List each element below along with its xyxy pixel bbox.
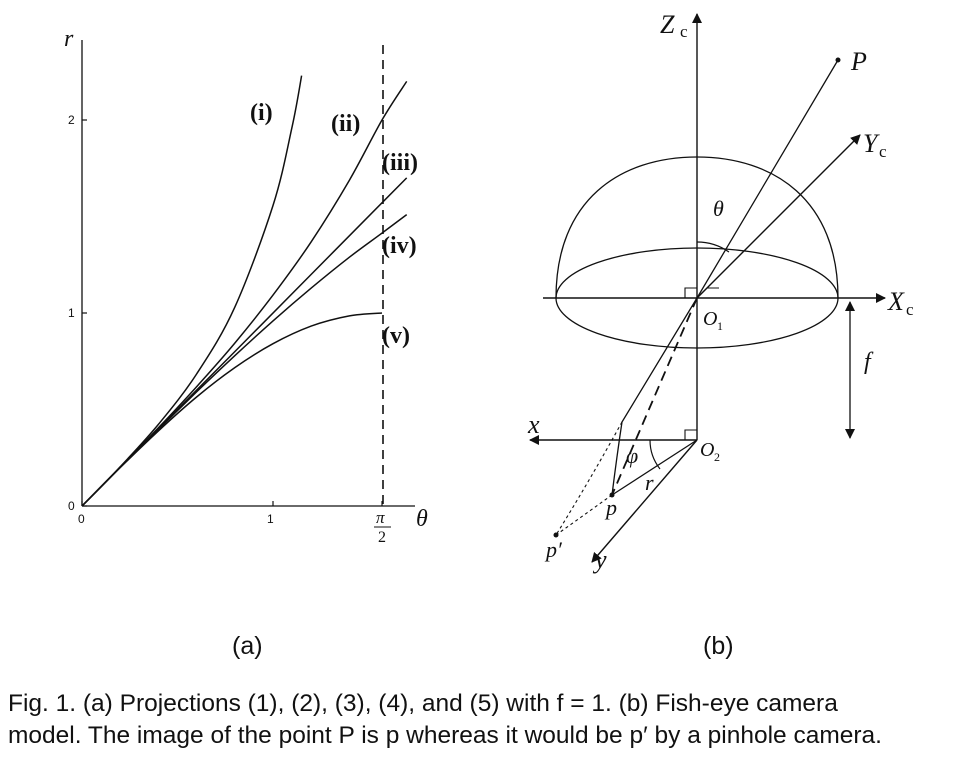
- focal-length-label: f: [864, 349, 874, 375]
- y-axis-label: r: [64, 26, 74, 52]
- curve-label-v: (v): [382, 323, 410, 349]
- oblique-angle-marker-o1: [696, 287, 719, 299]
- x-tick-label-1: 1: [267, 512, 274, 526]
- x-tick-pi-denominator: 2: [378, 529, 386, 546]
- projection-curves: [81, 75, 408, 507]
- origin-o1-subscript: 1: [717, 319, 723, 333]
- axis-zc-label: Z: [660, 10, 675, 39]
- ray-to-P: [696, 59, 839, 299]
- pinhole-connector-dotted: [555, 494, 613, 536]
- x-tick-label-0: 0: [78, 512, 85, 526]
- axis-y-image: [591, 439, 698, 563]
- theta-label: θ: [713, 196, 724, 221]
- axis-yc: [696, 134, 861, 299]
- pinhole-dashed-ray: [611, 297, 698, 496]
- origin-o1-label: O: [703, 308, 717, 330]
- pinhole-extension-dotted: [555, 421, 623, 536]
- phi-arc: [649, 439, 661, 470]
- theta-arc: [696, 241, 730, 253]
- subfigure-label-a: (a): [232, 632, 263, 660]
- hemisphere-dome: [555, 156, 839, 299]
- y-tick-label-2: 2: [68, 113, 75, 127]
- caption-line-1: Fig. 1. (a) Projections (1), (2), (3), (…: [8, 690, 838, 717]
- panel-a-chart: 0 1 2 0 1 π 2 r θ (i) (ii) (iii) (iv) (v…: [64, 26, 428, 546]
- right-angle-marker-o2: [684, 429, 697, 440]
- image-point-p-dot: [609, 492, 615, 498]
- point-P-label: P: [850, 47, 867, 76]
- axis-x-label: x: [527, 410, 540, 439]
- x-tick-pi-numerator: π: [376, 508, 385, 527]
- right-angle-marker-o1: [684, 287, 697, 298]
- image-point-p-label: p: [604, 495, 617, 520]
- x-tick-marks: [81, 501, 383, 506]
- curve-label-iv: (iv): [382, 233, 417, 259]
- y-tick-label-0: 0: [68, 499, 75, 513]
- axis-y-label: y: [592, 545, 607, 574]
- axis-xc-subscript: c: [906, 300, 914, 319]
- phi-label: φ: [626, 443, 638, 468]
- image-radius-line: [611, 439, 698, 496]
- radius-r-label: r: [645, 470, 654, 495]
- figure-caption: Fig. 1. (a) Projections (1), (2), (3), (…: [8, 688, 963, 752]
- pinhole-point-label: p′: [544, 537, 563, 562]
- axis-yc-label: Y: [863, 129, 880, 158]
- axis-yc-subscript: c: [879, 142, 887, 161]
- origin-o2-label: O: [700, 439, 714, 461]
- caption-line-2: model. The image of the point P is p whe…: [8, 722, 882, 749]
- pinhole-point-dot: [553, 532, 559, 538]
- curve-i: [81, 75, 303, 507]
- curve-v: [81, 312, 383, 507]
- curve-label-ii: (ii): [331, 111, 360, 137]
- curve-label-i: (i): [250, 100, 273, 126]
- x-axis-label: θ: [416, 506, 428, 532]
- axis-xc-label: X: [887, 287, 905, 316]
- y-tick-label-1: 1: [68, 306, 75, 320]
- panel-b-diagram: Z c X c Y c P θ O 1 f x O 2 y r φ: [527, 10, 914, 574]
- origin-o2-subscript: 2: [714, 450, 720, 464]
- curve-label-iii: (iii): [382, 150, 418, 176]
- curve-ii: [81, 80, 408, 507]
- y-tick-marks: [82, 119, 87, 507]
- point-P-dot: [835, 57, 841, 63]
- axis-zc-subscript: c: [680, 22, 688, 41]
- subfigure-label-b: (b): [703, 632, 734, 660]
